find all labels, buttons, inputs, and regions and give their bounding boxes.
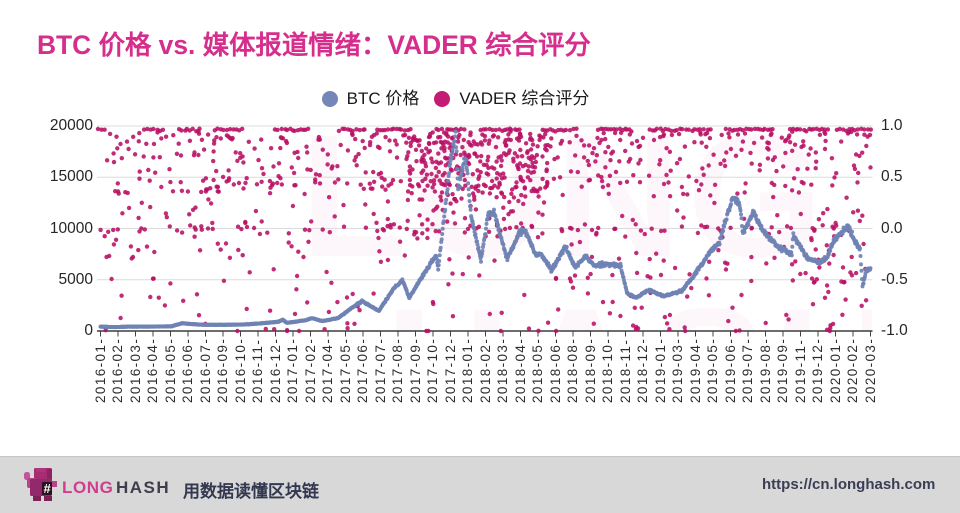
svg-text:#: #	[44, 481, 52, 496]
